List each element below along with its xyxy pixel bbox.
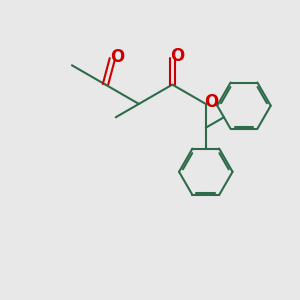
- Text: O: O: [171, 47, 185, 65]
- Text: O: O: [111, 48, 125, 66]
- Text: O: O: [204, 93, 218, 111]
